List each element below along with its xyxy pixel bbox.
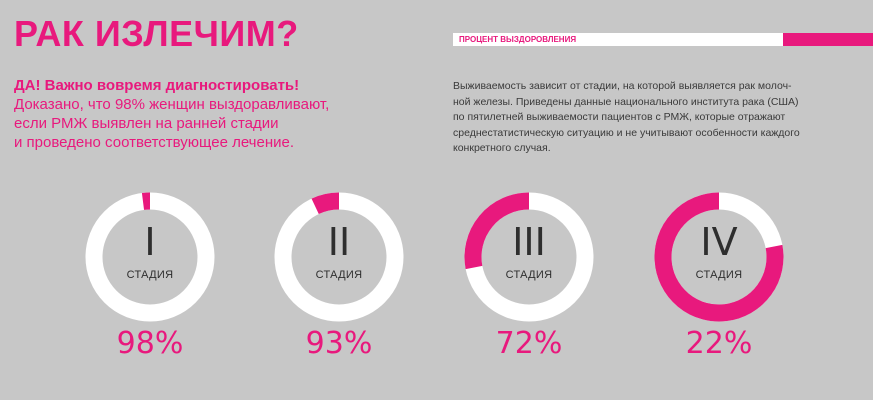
description-line: конкретного случая.	[453, 142, 551, 154]
lead-paragraph: ДА! Важно вовремя диагностировать! Доказ…	[14, 76, 414, 152]
description-line: среднестатистическую ситуацию и не учиты…	[453, 126, 800, 139]
ring-arc-stage-2	[311, 192, 340, 215]
stage-percent: 93%	[305, 326, 373, 361]
ring-arc-stage-3	[464, 192, 530, 270]
legend-white-segment	[453, 33, 783, 46]
legend-pink-segment	[783, 33, 873, 46]
lead-strong-line: ДА! Важно вовремя диагностировать!	[14, 77, 300, 94]
stage-numeral: IV	[700, 220, 738, 264]
stage-word: СТАДИЯ	[315, 269, 363, 281]
stage-numeral: III	[512, 220, 546, 264]
description-paragraph: Выживаемость зависит от стадии, на котор…	[453, 79, 848, 157]
stage-word: СТАДИЯ	[126, 269, 174, 281]
ring-arc-stage-4	[654, 192, 784, 322]
stage-word: СТАДИЯ	[505, 269, 553, 281]
stage-card-4: IV СТАДИЯ 22%	[654, 192, 784, 367]
stage-numeral: I	[144, 220, 156, 264]
stage-percent: 98%	[116, 326, 184, 361]
description-line: Выживаемость зависит от стадии, на котор…	[453, 80, 792, 92]
description-line: ной железы. Приведены данные национально…	[453, 95, 799, 108]
stage-card-3: III СТАДИЯ 72%	[464, 192, 594, 367]
legend-bar: ПРОЦЕНТ ВЫЗДОРОВЛЕНИЯ	[453, 33, 873, 46]
page-title: РАК ИЗЛЕЧИМ?	[14, 13, 299, 54]
lead-line: если РМЖ выявлен на ранней стадии	[14, 115, 279, 132]
stage-word: СТАДИЯ	[695, 269, 743, 281]
stage-numeral: II	[327, 220, 351, 264]
stage-card-1: I СТАДИЯ 98%	[85, 192, 215, 367]
stage-percent: 22%	[685, 326, 753, 361]
stage-ring-3	[464, 192, 594, 322]
legend-label: ПРОЦЕНТ ВЫЗДОРОВЛЕНИЯ	[459, 35, 577, 44]
stage-ring-4	[654, 192, 784, 322]
stage-ring-1	[85, 192, 215, 322]
lead-line: Доказано, что 98% женщин выздоравливают,	[14, 96, 330, 113]
stage-card-2: II СТАДИЯ 93%	[274, 192, 404, 367]
lead-line: и проведено соответствующее лечение.	[14, 134, 295, 151]
description-line: по пятилетней выживаемости пациентов с Р…	[453, 111, 786, 123]
stage-ring-2	[274, 192, 404, 322]
stage-percent: 72%	[495, 326, 563, 361]
